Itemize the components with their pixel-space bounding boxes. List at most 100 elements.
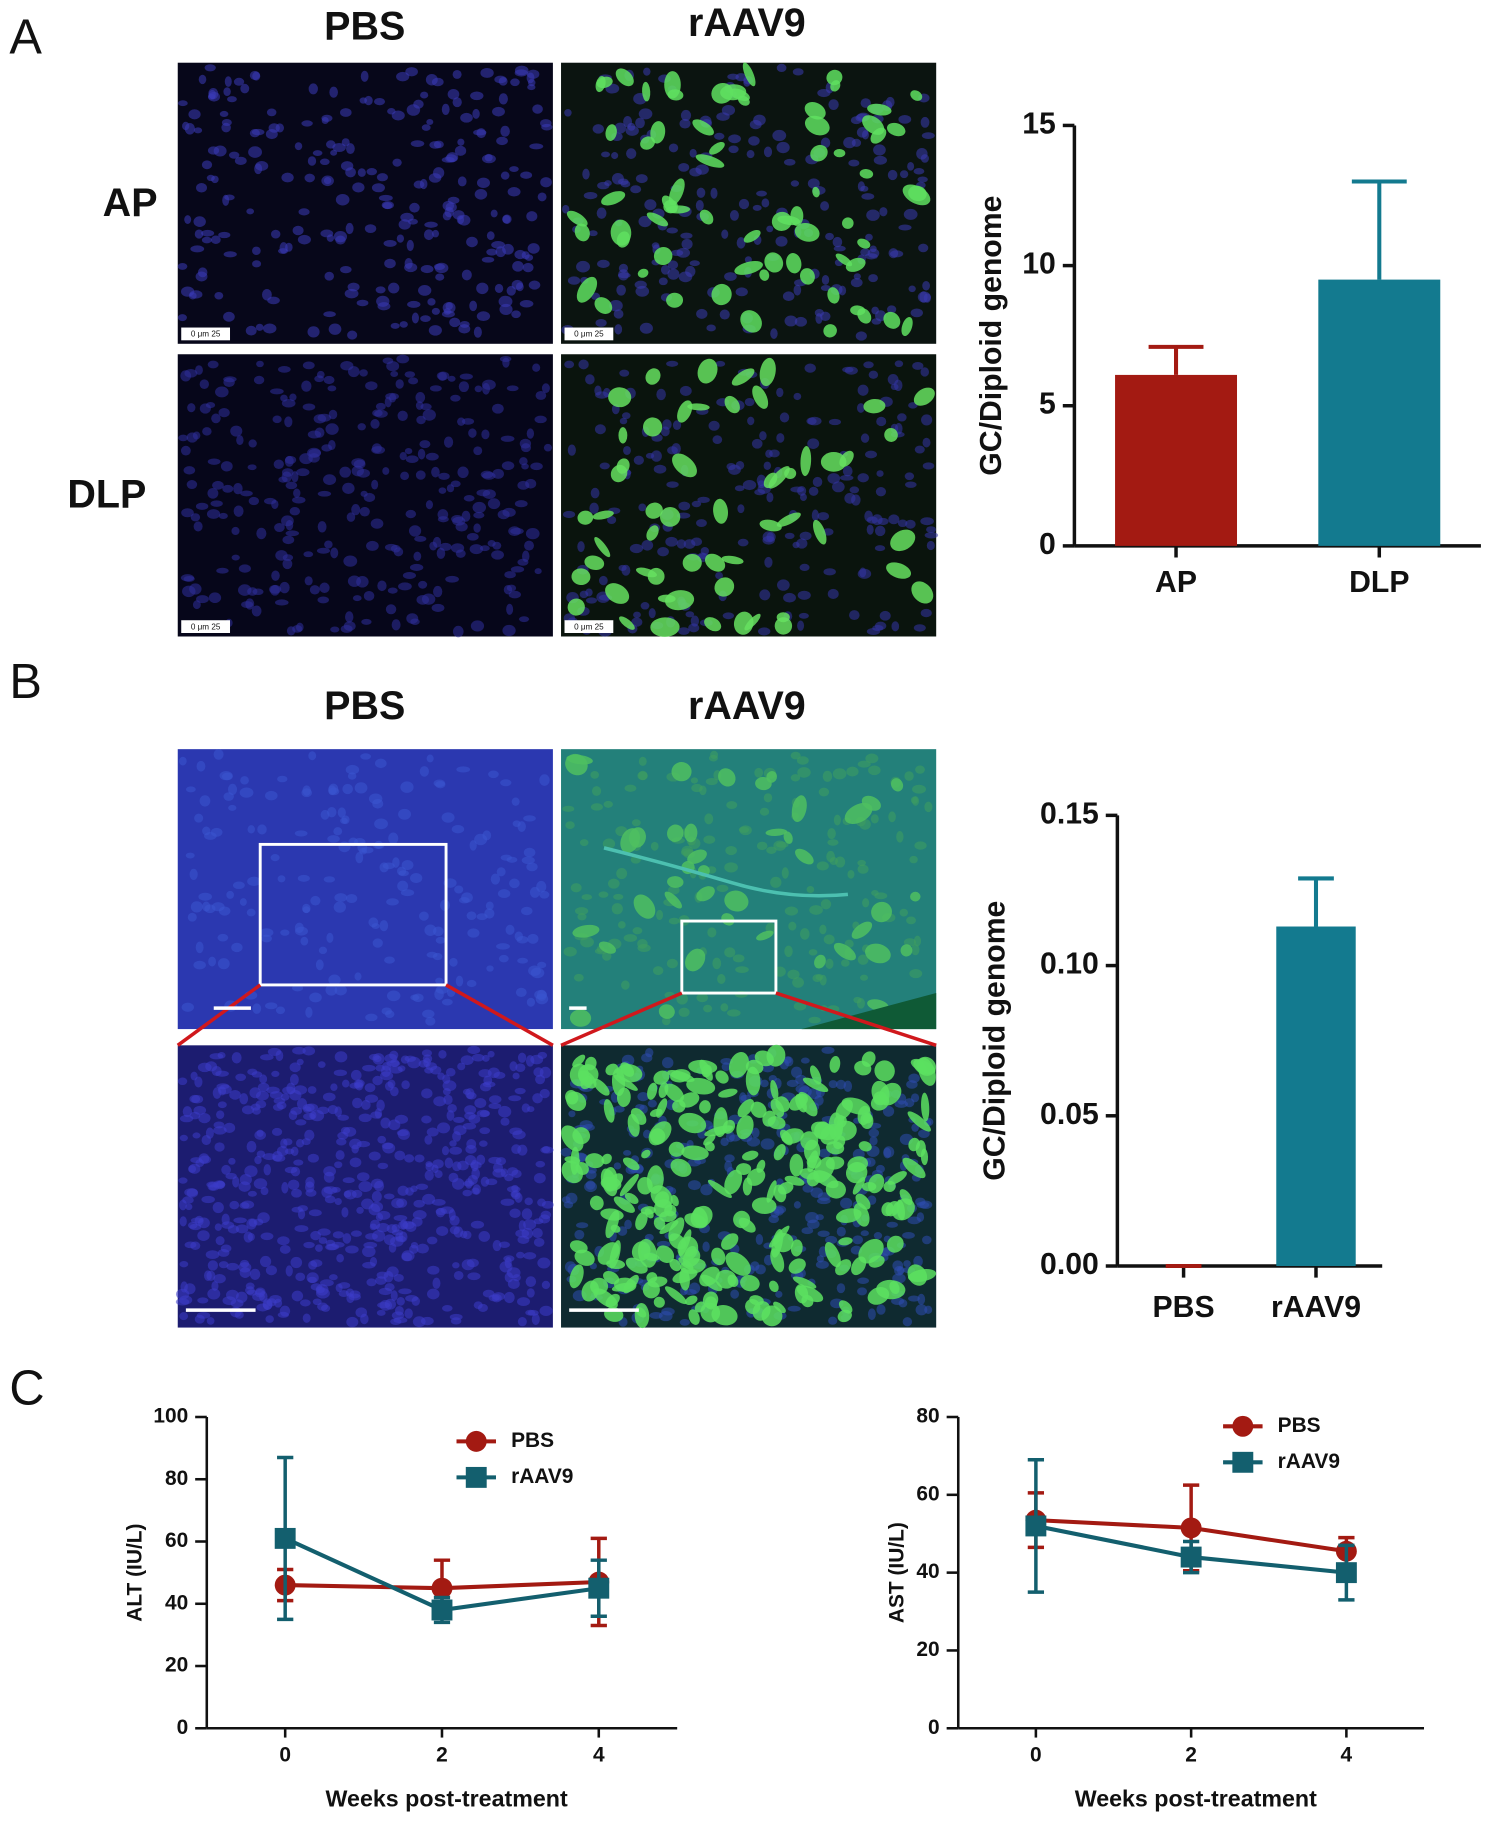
nucleus [766,225,774,233]
nucleus [527,243,540,254]
nucleus [473,326,482,338]
nucleus [567,276,581,285]
gfp-cell [886,122,906,137]
nucleus [197,1062,212,1073]
gfp-cell [838,1300,853,1314]
nucleus [917,1293,926,1305]
gfp-cell [790,1239,803,1257]
nucleus [464,1154,477,1166]
nucleus [420,91,429,99]
nucleus [432,229,440,238]
nucleus [473,512,485,519]
nucleus [256,1129,264,1137]
nucleus [441,998,453,1006]
nucleus [272,415,282,424]
nucleus [248,146,262,158]
gfp-cell [917,1057,936,1086]
nucleus [397,880,409,892]
nucleus [793,1001,807,1011]
nucleus [451,1178,465,1190]
nucleus [329,1274,338,1281]
nucleus [498,954,509,963]
nucleus [613,893,624,900]
nucleus [234,156,247,165]
gfp-cell [658,1004,675,1019]
nucleus [346,1316,359,1328]
gfp-cell [608,387,632,408]
nucleus [370,1201,384,1213]
x-tick-label: 2 [436,1744,448,1767]
nucleus [404,258,413,269]
nucleus [317,1302,328,1311]
nucleus [616,284,626,296]
nucleus [189,868,198,881]
nucleus [850,278,863,288]
nucleus [239,898,247,906]
nucleus [568,1110,576,1118]
gfp-cell [756,930,774,941]
nucleus [325,1239,336,1247]
nucleus [216,1110,225,1120]
nucleus [909,968,923,979]
nucleus [641,1053,653,1063]
nucleus [416,1243,429,1254]
nucleus [507,187,521,197]
gfp-cell [812,186,820,198]
nucleus [433,1096,447,1107]
nucleus [799,563,810,572]
column-label: rAAV9 [688,1,806,45]
legend-label: rAAV9 [511,1465,573,1488]
nucleus [400,471,410,481]
gfp-cell [718,768,736,787]
nucleus [419,440,431,449]
gfp-cell [614,1277,637,1293]
gfp-cell [670,1158,692,1177]
nucleus [230,1306,242,1318]
legend-label: rAAV9 [1278,1450,1340,1473]
nucleus [199,403,211,414]
nucleus [437,1122,451,1134]
nucleus [455,975,464,987]
nucleus [502,357,510,368]
nucleus [464,1105,477,1115]
nucleus [505,924,515,935]
nucleus [922,281,930,291]
nucleus [482,383,491,395]
nucleus [784,945,793,957]
nucleus [828,99,839,111]
nucleus [776,433,785,443]
nucleus [797,620,805,631]
nucleus [799,531,812,541]
nucleus [457,1062,466,1071]
nucleus [787,969,800,980]
nucleus [838,285,847,296]
micrograph [177,749,553,1030]
nucleus [473,523,481,533]
nucleus [705,777,718,786]
marker [1025,1515,1047,1537]
nucleus [756,190,767,197]
nucleus [372,1075,383,1086]
nucleus [517,1297,531,1307]
nucleus [431,466,440,478]
nucleus [207,458,221,465]
nucleus [229,1089,241,1100]
gfp-cell [908,1268,937,1282]
nucleus [379,920,389,932]
nucleus [857,384,869,396]
nucleus [341,1079,350,1088]
nucleus [498,295,513,308]
nucleus [725,845,737,856]
nucleus [783,158,796,166]
gfp-cell [857,1105,871,1126]
nucleus [210,500,223,507]
nucleus [180,574,195,582]
nucleus [212,1201,224,1214]
nucleus [790,180,800,187]
x-axis-title: Weeks post-treatment [326,1785,568,1811]
gfp-cell [584,555,605,571]
nucleus [679,385,692,396]
nucleus [399,452,407,461]
nucleus [540,177,552,188]
nucleus [510,527,524,535]
